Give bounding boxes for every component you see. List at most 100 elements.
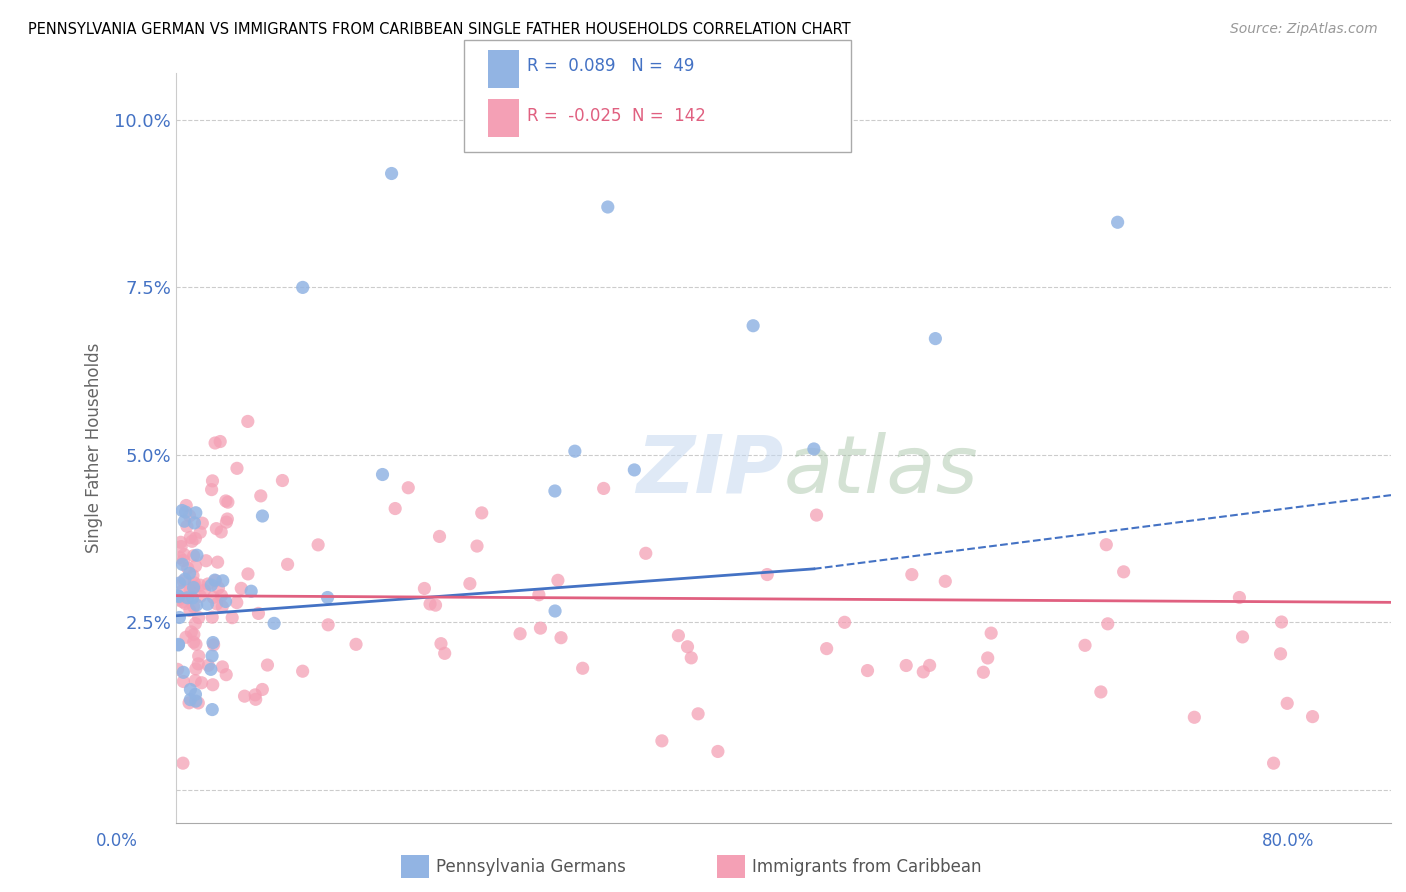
Immigrants from Caribbean <box>207 555 229 569</box>
Pennsylvania Germans <box>544 604 567 618</box>
Immigrants from Caribbean <box>202 638 225 652</box>
Immigrants from Caribbean <box>209 434 232 449</box>
Immigrants from Caribbean <box>201 483 224 497</box>
Immigrants from Caribbean <box>1270 647 1292 661</box>
Immigrants from Caribbean <box>896 658 918 673</box>
Pennsylvania Germans <box>200 578 222 592</box>
Immigrants from Caribbean <box>179 603 201 617</box>
Pennsylvania Germans <box>173 514 195 528</box>
Immigrants from Caribbean <box>183 599 205 614</box>
Immigrants from Caribbean <box>166 662 188 676</box>
Immigrants from Caribbean <box>688 706 710 721</box>
Immigrants from Caribbean <box>193 583 215 598</box>
Immigrants from Caribbean <box>1090 685 1112 699</box>
Immigrants from Caribbean <box>174 597 197 611</box>
Immigrants from Caribbean <box>396 481 419 495</box>
Immigrants from Caribbean <box>225 596 247 610</box>
Pennsylvania Germans <box>211 574 233 588</box>
Pennsylvania Germans <box>371 467 394 482</box>
Pennsylvania Germans <box>200 662 222 676</box>
Pennsylvania Germans <box>263 616 285 631</box>
Immigrants from Caribbean <box>430 637 453 651</box>
Immigrants from Caribbean <box>509 626 531 640</box>
Immigrants from Caribbean <box>1229 591 1251 605</box>
Immigrants from Caribbean <box>176 561 198 575</box>
Immigrants from Caribbean <box>1270 615 1292 629</box>
Immigrants from Caribbean <box>209 524 232 539</box>
Immigrants from Caribbean <box>205 597 228 611</box>
Immigrants from Caribbean <box>1097 616 1119 631</box>
Text: R =  -0.025  N =  142: R = -0.025 N = 142 <box>527 107 706 126</box>
Immigrants from Caribbean <box>191 516 214 531</box>
Text: PENNSYLVANIA GERMAN VS IMMIGRANTS FROM CARIBBEAN SINGLE FATHER HOUSEHOLDS CORREL: PENNSYLVANIA GERMAN VS IMMIGRANTS FROM C… <box>28 22 851 37</box>
Immigrants from Caribbean <box>419 597 441 611</box>
Immigrants from Caribbean <box>215 667 238 681</box>
Immigrants from Caribbean <box>187 696 209 710</box>
Immigrants from Caribbean <box>901 567 924 582</box>
Immigrants from Caribbean <box>972 665 994 680</box>
Immigrants from Caribbean <box>173 553 195 567</box>
Immigrants from Caribbean <box>236 414 259 428</box>
Immigrants from Caribbean <box>277 558 299 572</box>
Pennsylvania Germans <box>186 548 208 562</box>
Immigrants from Caribbean <box>188 578 211 592</box>
Pennsylvania Germans <box>564 444 586 458</box>
Immigrants from Caribbean <box>592 482 614 496</box>
Immigrants from Caribbean <box>197 658 219 673</box>
Immigrants from Caribbean <box>634 546 657 560</box>
Pennsylvania Germans <box>184 506 207 520</box>
Immigrants from Caribbean <box>425 598 447 612</box>
Pennsylvania Germans <box>803 442 825 456</box>
Immigrants from Caribbean <box>236 566 259 581</box>
Pennsylvania Germans <box>167 637 190 651</box>
Pennsylvania Germans <box>183 581 205 595</box>
Text: atlas: atlas <box>783 432 979 509</box>
Pennsylvania Germans <box>201 702 224 716</box>
Immigrants from Caribbean <box>1112 565 1135 579</box>
Immigrants from Caribbean <box>676 640 699 654</box>
Immigrants from Caribbean <box>201 474 224 488</box>
Immigrants from Caribbean <box>918 658 941 673</box>
Text: 0.0%: 0.0% <box>96 831 138 849</box>
Pennsylvania Germans <box>179 692 201 706</box>
Immigrants from Caribbean <box>211 599 233 614</box>
Immigrants from Caribbean <box>1277 696 1299 710</box>
Immigrants from Caribbean <box>243 688 266 702</box>
Immigrants from Caribbean <box>204 574 226 588</box>
Immigrants from Caribbean <box>204 436 226 450</box>
Pennsylvania Germans <box>252 508 274 523</box>
Immigrants from Caribbean <box>190 590 212 604</box>
Immigrants from Caribbean <box>187 657 209 671</box>
Immigrants from Caribbean <box>316 617 339 632</box>
Immigrants from Caribbean <box>1302 709 1324 723</box>
Immigrants from Caribbean <box>1074 638 1097 652</box>
Immigrants from Caribbean <box>247 607 270 621</box>
Immigrants from Caribbean <box>176 519 198 533</box>
Immigrants from Caribbean <box>179 531 201 545</box>
Pennsylvania Germans <box>172 558 194 572</box>
Immigrants from Caribbean <box>184 637 207 651</box>
Immigrants from Caribbean <box>806 508 828 522</box>
Immigrants from Caribbean <box>547 574 569 588</box>
Immigrants from Caribbean <box>180 624 202 639</box>
Immigrants from Caribbean <box>202 591 225 605</box>
Pennsylvania Germans <box>179 566 201 581</box>
Text: R =  0.089   N =  49: R = 0.089 N = 49 <box>527 57 695 75</box>
Immigrants from Caribbean <box>172 756 194 771</box>
Immigrants from Caribbean <box>1182 710 1205 724</box>
Immigrants from Caribbean <box>167 593 190 607</box>
Pennsylvania Germans <box>197 597 219 611</box>
Immigrants from Caribbean <box>1263 756 1285 771</box>
Immigrants from Caribbean <box>184 662 207 676</box>
Immigrants from Caribbean <box>190 675 212 690</box>
Y-axis label: Single Father Households: Single Father Households <box>86 343 103 553</box>
Text: Pennsylvania Germans: Pennsylvania Germans <box>436 858 626 876</box>
Immigrants from Caribbean <box>172 595 194 609</box>
Pennsylvania Germans <box>381 166 404 180</box>
Immigrants from Caribbean <box>173 548 195 562</box>
Pennsylvania Germans <box>240 584 263 599</box>
Immigrants from Caribbean <box>271 474 294 488</box>
Pennsylvania Germans <box>924 332 946 346</box>
Immigrants from Caribbean <box>181 534 204 549</box>
Pennsylvania Germans <box>176 591 198 605</box>
